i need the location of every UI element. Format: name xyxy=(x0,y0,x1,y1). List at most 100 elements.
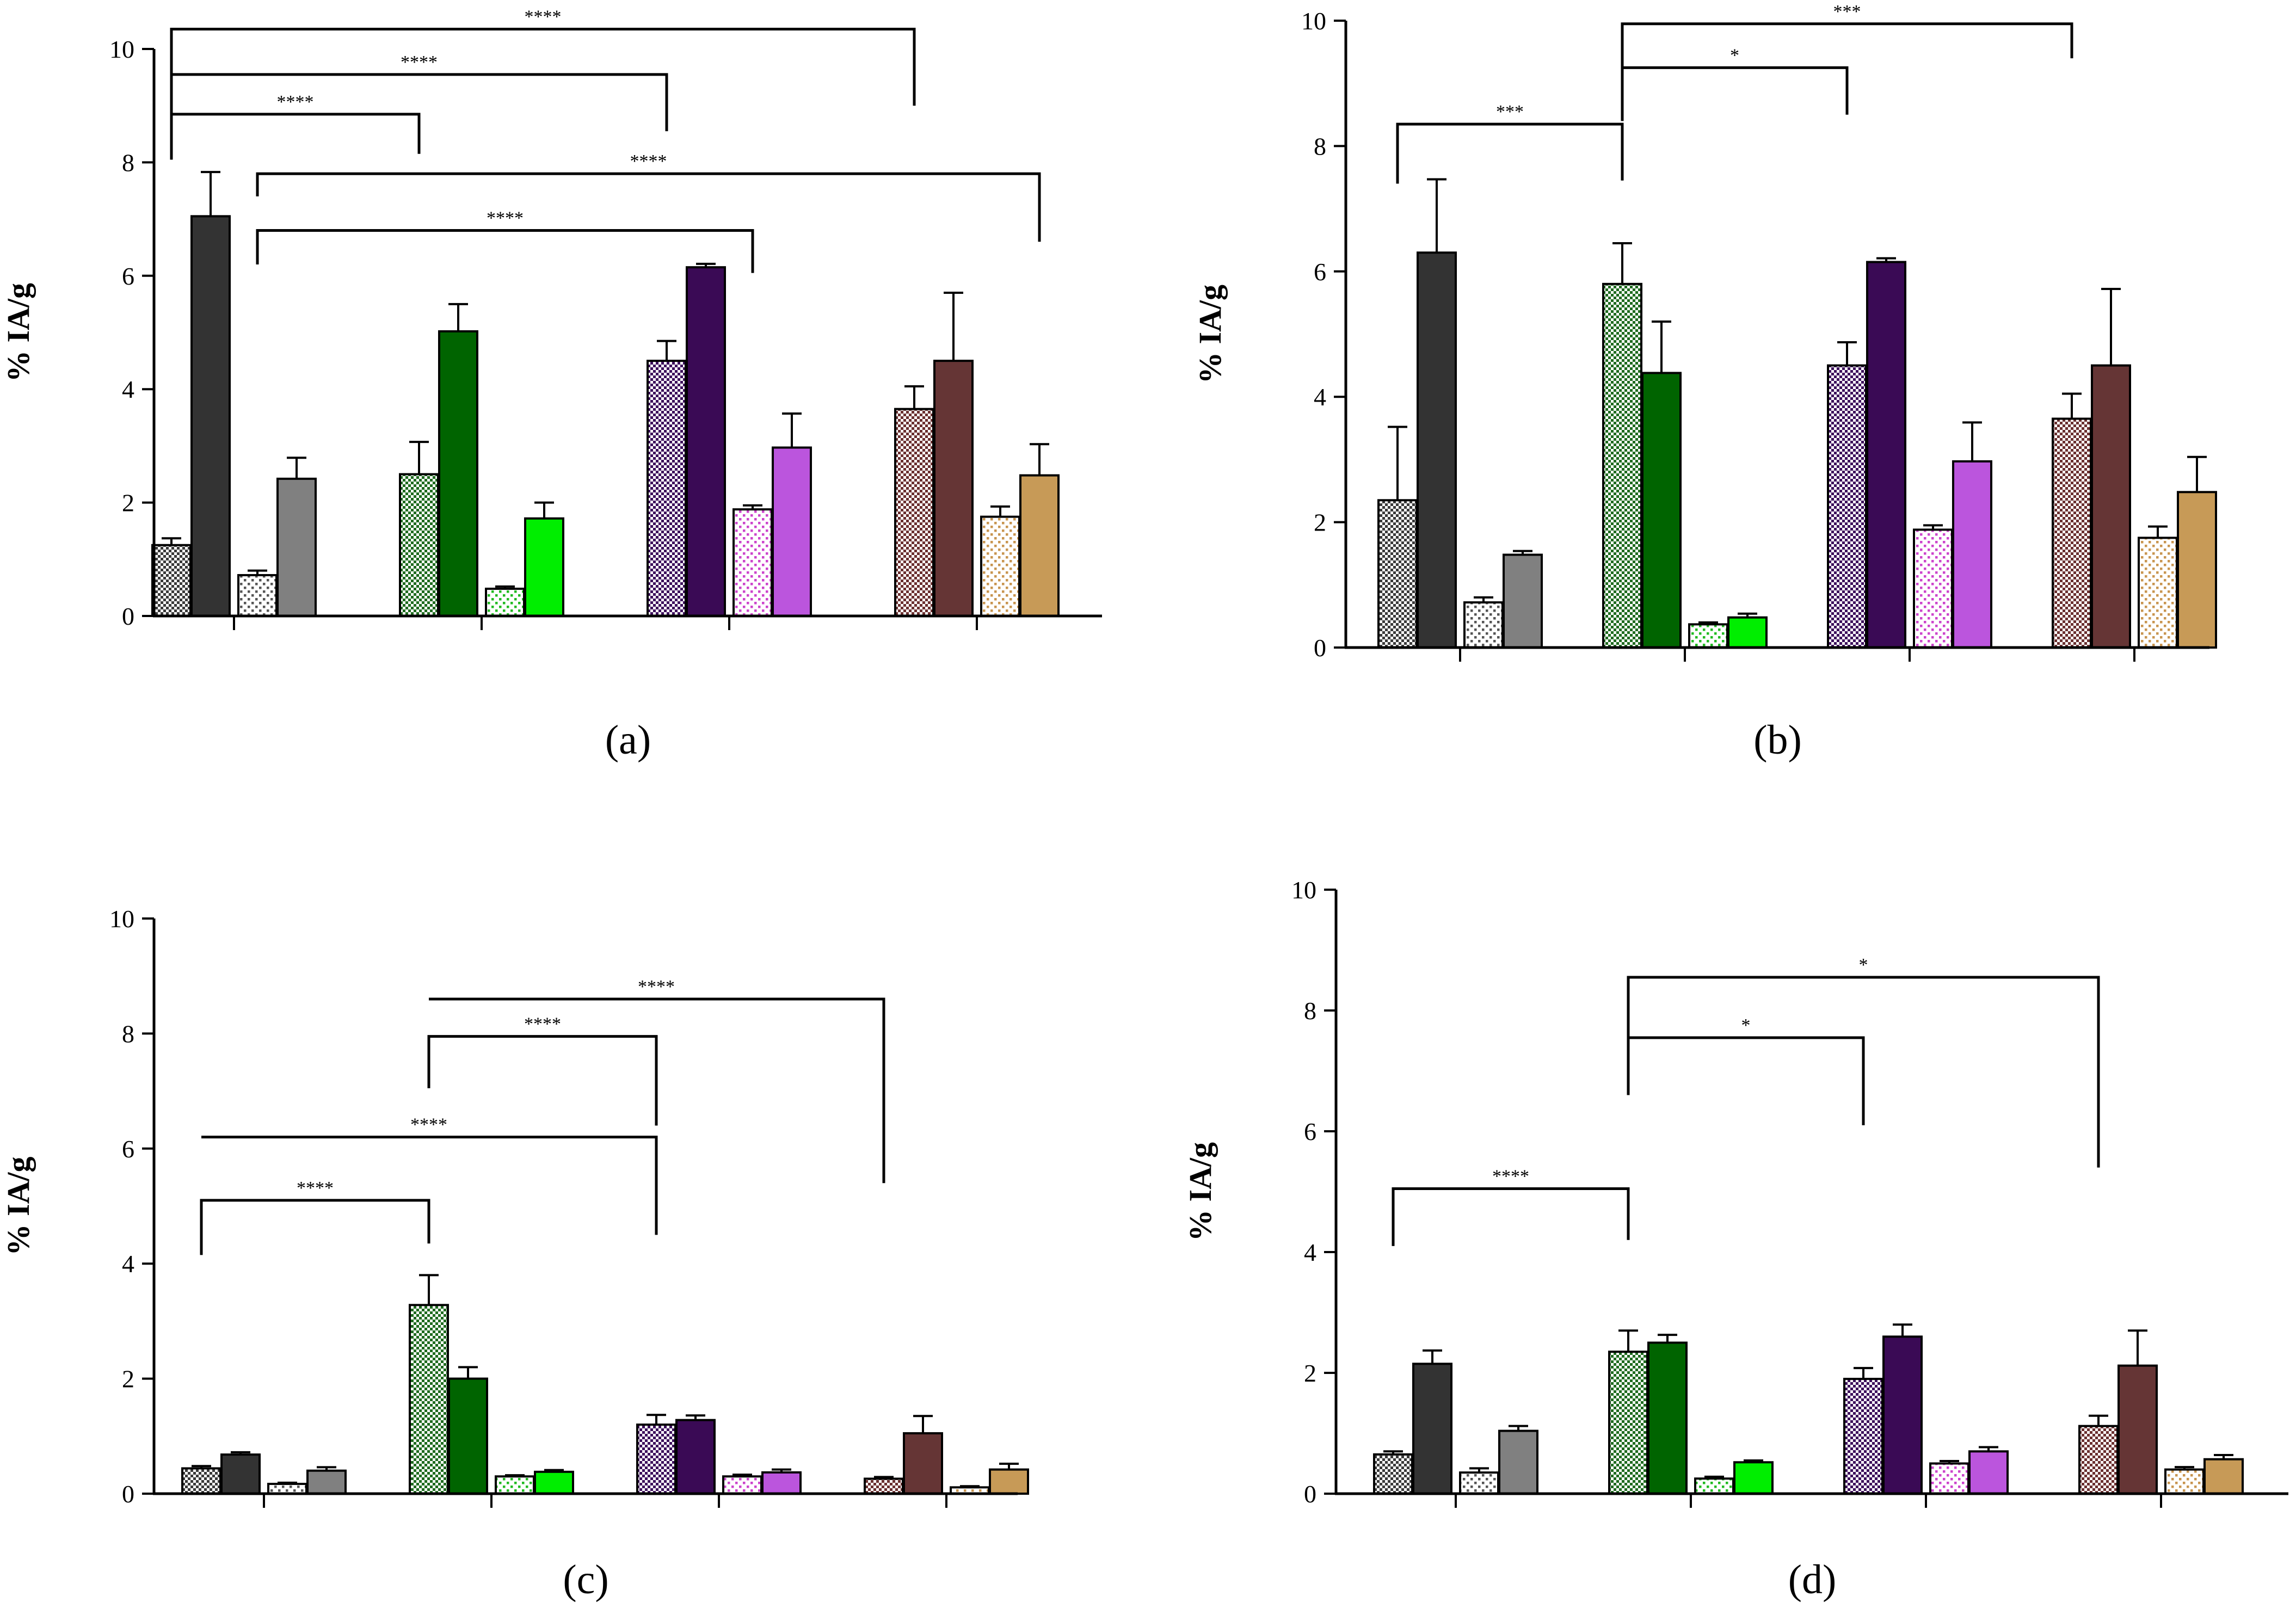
y-tick-label-c-8: 8 xyxy=(122,1020,134,1047)
bar-d-g1-b4 xyxy=(1498,1429,1538,1495)
chart-panel-a: 0 2 4 6 8 10 % IA/g **** **** **** **** **** (a) xyxy=(1,7,1102,763)
y-tick-label-a-0: 0 xyxy=(122,602,134,630)
significance-label-b-3: *** xyxy=(1833,2,1861,22)
bar-b-g4-b4 xyxy=(2177,491,2217,649)
bar-b-g1-b1 xyxy=(1377,499,1418,649)
bar-b-g3-b4 xyxy=(1952,460,1992,649)
bar-b-g4-b3 xyxy=(2138,537,2178,649)
bar-d-g1-b3 xyxy=(1459,1471,1499,1495)
panel-label-c: (c) xyxy=(563,1557,608,1602)
y-tick-label-c-0: 0 xyxy=(122,1480,134,1508)
y-tick-label-a-2: 2 xyxy=(122,489,134,517)
bar-b-g3-b1 xyxy=(1827,364,1867,649)
bar-a-g3-b2 xyxy=(686,266,726,618)
significance-bracket-c-4 xyxy=(429,997,885,1184)
panel-label-d: (d) xyxy=(1788,1557,1837,1602)
bar-c-g1-b2 xyxy=(220,1453,261,1495)
bar-b-g2-b2 xyxy=(1641,372,1682,649)
significance-label-b-2: * xyxy=(1730,45,1739,65)
significance-bracket-d-2 xyxy=(1627,1036,1865,1125)
panel-label-b: (b) xyxy=(1753,717,1802,763)
significance-bracket-b-1 xyxy=(1396,122,1624,184)
bar-c-g3-b1 xyxy=(636,1423,676,1495)
bar-c-g2-b2 xyxy=(448,1377,488,1495)
significance-bracket-b-2 xyxy=(1621,66,1849,121)
significance-bracket-d-1 xyxy=(1392,1187,1630,1246)
significance-bracket-d-3 xyxy=(1627,976,2100,1168)
bar-a-g4-b3 xyxy=(980,515,1020,618)
bar-c-g4-b1 xyxy=(864,1477,904,1495)
y-tick-label-d-2: 2 xyxy=(1304,1359,1316,1387)
bar-a-g4-b4 xyxy=(1019,474,1060,617)
bar-b-g4-b2 xyxy=(2091,364,2131,649)
bar-b-g3-b2 xyxy=(1866,261,1906,649)
significance-label-c-3: **** xyxy=(524,1014,561,1034)
significance-bracket-b-3 xyxy=(1621,22,2073,68)
bar-d-g3-b4 xyxy=(1968,1450,2009,1495)
bar-a-g1-b4 xyxy=(276,477,317,617)
significance-label-d-3: * xyxy=(1859,955,1868,975)
bar-c-g3-b4 xyxy=(761,1471,802,1495)
y-tick-label-a-4: 4 xyxy=(122,375,134,403)
bar-a-g2-b3 xyxy=(485,587,525,618)
y-tick-label-c-10: 10 xyxy=(109,905,134,933)
bar-d-g3-b2 xyxy=(1882,1335,1923,1495)
y-tick-label-c-2: 2 xyxy=(122,1365,134,1393)
bar-d-g2-b2 xyxy=(1647,1341,1688,1495)
significance-label-a-3: **** xyxy=(525,7,562,27)
y-tick-label-a-6: 6 xyxy=(122,262,134,290)
bar-d-g3-b1 xyxy=(1843,1378,1883,1495)
bar-d-g1-b1 xyxy=(1373,1453,1413,1495)
y-tick-label-d-4: 4 xyxy=(1304,1238,1316,1266)
y-axis-label-d: % IA/g xyxy=(1183,1142,1218,1241)
bar-c-g1-b3 xyxy=(267,1483,307,1495)
significance-bracket-c-2 xyxy=(201,1136,658,1235)
bar-a-g2-b2 xyxy=(438,330,478,617)
significance-bracket-c-3 xyxy=(427,1035,658,1126)
bar-a-g4-b1 xyxy=(894,408,934,617)
bar-b-g2-b1 xyxy=(1602,282,1642,649)
bar-a-g4-b2 xyxy=(933,360,974,617)
y-axis-label-b: % IA/g xyxy=(1192,285,1228,384)
bar-d-g4-b3 xyxy=(2164,1468,2205,1495)
y-tick-label-d-10: 10 xyxy=(1291,876,1316,904)
bar-d-g2-b3 xyxy=(1694,1477,1734,1495)
significance-bracket-a-3 xyxy=(170,28,916,160)
bar-d-g3-b3 xyxy=(1929,1462,1969,1495)
significance-label-c-2: **** xyxy=(410,1115,447,1135)
significance-bracket-a-4 xyxy=(256,172,1041,242)
y-tick-label-b-6: 6 xyxy=(1314,258,1326,286)
significance-label-a-2: **** xyxy=(401,52,438,72)
bar-a-g2-b4 xyxy=(524,517,564,617)
y-tick-label-a-10: 10 xyxy=(109,35,134,63)
bar-c-g2-b3 xyxy=(495,1475,535,1495)
significance-label-a-5: **** xyxy=(487,208,524,228)
bar-c-g3-b2 xyxy=(675,1419,716,1495)
significance-label-b-1: *** xyxy=(1496,102,1524,122)
y-tick-label-c-4: 4 xyxy=(122,1250,134,1278)
bar-d-g4-b2 xyxy=(2118,1364,2158,1495)
significance-bracket-a-5 xyxy=(256,229,754,273)
y-tick-label-b-2: 2 xyxy=(1314,509,1326,537)
bar-c-g1-b1 xyxy=(181,1467,221,1495)
bar-d-g4-b4 xyxy=(2203,1458,2244,1495)
y-tick-label-d-0: 0 xyxy=(1304,1480,1316,1508)
significance-bracket-a-1 xyxy=(170,113,421,160)
significance-label-a-4: **** xyxy=(630,151,667,171)
bar-a-g3-b3 xyxy=(732,508,773,617)
y-tick-label-d-8: 8 xyxy=(1304,997,1316,1025)
bar-b-g4-b1 xyxy=(2052,417,2092,649)
significance-label-c-1: **** xyxy=(297,1178,334,1198)
significance-label-d-2: * xyxy=(1741,1015,1751,1036)
y-tick-label-b-4: 4 xyxy=(1314,383,1326,411)
significance-label-d-1: **** xyxy=(1492,1166,1529,1186)
bar-a-g1-b2 xyxy=(190,215,231,617)
y-tick-label-c-6: 6 xyxy=(122,1135,134,1163)
chart-panel-c: 0 2 4 6 8 10 % IA/g **** **** **** **** (c) xyxy=(1,905,1029,1602)
bar-c-g4-b4 xyxy=(989,1468,1029,1495)
bar-b-g1-b3 xyxy=(1463,601,1504,649)
bar-c-g2-b4 xyxy=(534,1470,574,1495)
